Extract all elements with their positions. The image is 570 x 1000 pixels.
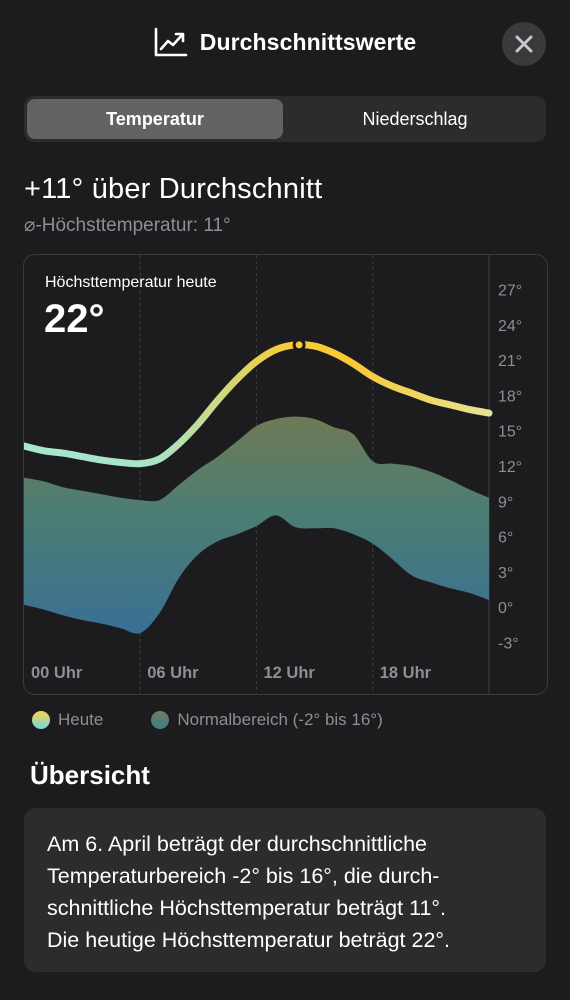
y-tick-label: 12°: [498, 459, 522, 476]
chart-line-icon: [154, 27, 188, 57]
y-tick-label: 21°: [498, 353, 522, 370]
legend-normal-range-label: Normalbereich (-2° bis 16°): [177, 710, 383, 729]
tab-temperature[interactable]: Temperatur: [27, 99, 283, 139]
today-legend-dot: [32, 711, 50, 729]
temperature-chart[interactable]: 27° 24° 21° 18° 15° 12° 9° 6° 3° 0° -3° 00 Uhr 06 U…: [23, 254, 548, 695]
normal-range-area: [24, 416, 489, 634]
legend-normal-range: Normalbereich (-2° bis 16°): [151, 710, 383, 730]
metric-segmented-control: Temperatur Niederschlag: [24, 96, 546, 142]
y-tick-label: 15°: [498, 424, 522, 441]
today-high-label: Höchsttemperatur heute: [45, 274, 217, 291]
x-axis-ticks: 00 Uhr 06 Uhr 12 Uhr 18 Uhr: [31, 664, 432, 682]
today-high-value: 22°: [44, 297, 105, 341]
y-tick-label: 6°: [498, 530, 513, 547]
today-line: [24, 338, 493, 468]
y-axis-ticks: 27° 24° 21° 18° 15° 12° 9° 6° 3° 0° -3°: [498, 283, 522, 653]
chart-legend: Heute Normalbereich (-2° bis 16°): [32, 708, 383, 732]
normal-range-legend-dot: [151, 711, 170, 729]
overview-line: Temperaturbereich -2° bis 16°, die durch…: [47, 864, 440, 888]
overview-line: Am 6. April beträgt der durchschnittlich…: [47, 832, 428, 856]
legend-today-label: Heute: [58, 710, 104, 729]
x-tick-label: 12 Uhr: [264, 664, 316, 682]
close-button[interactable]: [502, 22, 546, 66]
title-wrap: Durchschnittswerte: [0, 22, 570, 62]
overview-line: Die heutige Höchsttemperatur beträgt 22°…: [47, 928, 450, 952]
legend-today: Heute: [32, 710, 103, 730]
header: Durchschnittswerte: [0, 22, 570, 66]
overview-card: Am 6. April beträgt der durchschnittlich…: [24, 808, 546, 972]
deviation-headline: +11° über Durchschnitt: [24, 173, 323, 205]
x-tick-label: 18 Uhr: [380, 664, 432, 682]
y-tick-label: 9°: [498, 494, 513, 511]
x-tick-label: 06 Uhr: [147, 664, 199, 682]
chart-canvas: 27° 24° 21° 18° 15° 12° 9° 6° 3° 0° -3° 00 Uhr 06 U…: [24, 255, 522, 694]
y-tick-label: 24°: [498, 318, 522, 335]
normal-range-band: [24, 416, 489, 634]
today-high-marker: [295, 341, 303, 349]
tab-precipitation[interactable]: Niederschlag: [362, 108, 468, 129]
chart-grid: [139, 255, 490, 694]
overview-line: schnittliche Höchsttemperatur beträgt 11…: [47, 896, 446, 920]
y-tick-label: 3°: [498, 565, 513, 582]
today-temperature-line: [24, 341, 493, 468]
average-high-subline: ⌀-Höchsttemperatur: 11°: [24, 215, 231, 236]
y-tick-label: -3°: [498, 635, 519, 652]
close-icon: [515, 35, 533, 53]
page-title: Durchschnittswerte: [199, 28, 417, 55]
y-tick-label: 0°: [498, 600, 513, 617]
y-tick-label: 18°: [498, 388, 522, 405]
overview-title: Übersicht: [30, 760, 150, 790]
x-tick-label: 00 Uhr: [31, 664, 83, 682]
y-tick-label: 27°: [498, 283, 522, 300]
